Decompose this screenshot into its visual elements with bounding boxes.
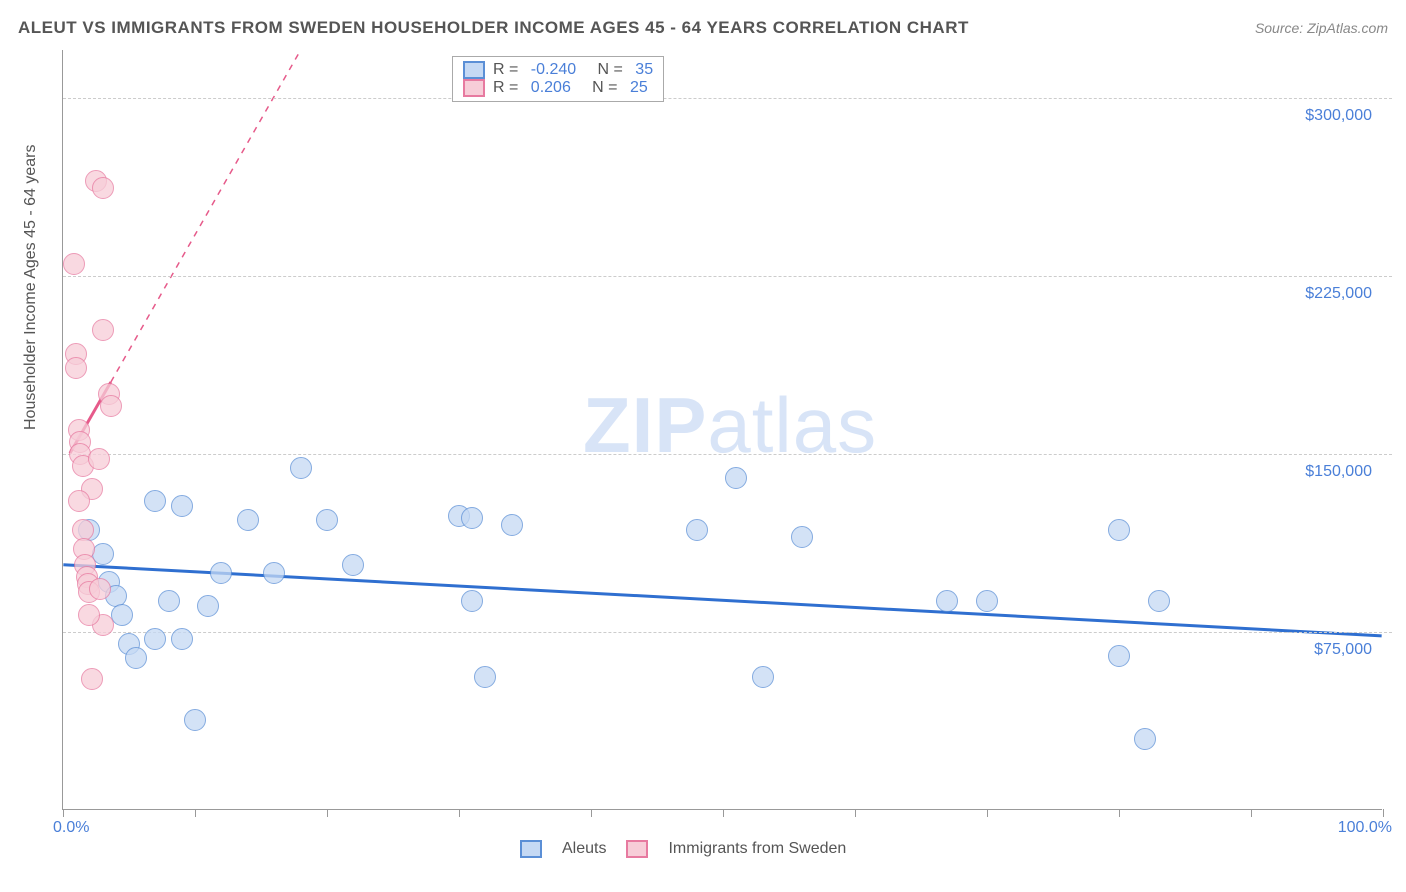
data-point-sweden bbox=[78, 604, 100, 626]
data-point-aleuts bbox=[316, 509, 338, 531]
data-point-sweden bbox=[89, 578, 111, 600]
legend-n-label: N = bbox=[579, 79, 622, 97]
data-point-sweden bbox=[92, 319, 114, 341]
x-tick bbox=[459, 809, 460, 817]
data-point-aleuts bbox=[1108, 519, 1130, 541]
data-point-sweden bbox=[92, 177, 114, 199]
watermark-light: atlas bbox=[707, 381, 877, 469]
chart-title: ALEUT VS IMMIGRANTS FROM SWEDEN HOUSEHOL… bbox=[18, 18, 969, 38]
x-tick bbox=[195, 809, 196, 817]
data-point-aleuts bbox=[686, 519, 708, 541]
x-tick bbox=[1119, 809, 1120, 817]
x-tick bbox=[63, 809, 64, 817]
data-point-aleuts bbox=[263, 562, 285, 584]
data-point-aleuts bbox=[791, 526, 813, 548]
x-tick bbox=[1383, 809, 1384, 817]
x-tick bbox=[723, 809, 724, 817]
data-point-aleuts bbox=[936, 590, 958, 612]
data-point-aleuts bbox=[1108, 645, 1130, 667]
y-tick-label: $225,000 bbox=[1305, 285, 1372, 303]
data-point-sweden bbox=[68, 490, 90, 512]
trend-line bbox=[63, 565, 1381, 636]
trend-lines-layer bbox=[63, 50, 1382, 809]
data-point-aleuts bbox=[976, 590, 998, 612]
plot-area: ZIPatlas $75,000 $150,000 $225,000 $300,000… bbox=[62, 50, 1382, 810]
gridline-h bbox=[63, 632, 1392, 633]
data-point-sweden bbox=[65, 357, 87, 379]
data-point-aleuts bbox=[158, 590, 180, 612]
data-point-aleuts bbox=[184, 709, 206, 731]
source-name: ZipAtlas.com bbox=[1307, 20, 1388, 36]
legend-n-value: 35 bbox=[635, 61, 653, 79]
data-point-aleuts bbox=[111, 604, 133, 626]
data-point-aleuts bbox=[125, 647, 147, 669]
legend-r-value: -0.240 bbox=[531, 61, 576, 79]
data-point-aleuts bbox=[144, 490, 166, 512]
source-prefix: Source: bbox=[1255, 20, 1307, 36]
legend-n-value: 25 bbox=[630, 79, 648, 97]
legend-swatch-icon bbox=[626, 840, 648, 858]
legend-r-label: R = bbox=[493, 61, 523, 79]
legend-n-label: N = bbox=[584, 61, 627, 79]
data-point-sweden bbox=[100, 395, 122, 417]
data-point-sweden bbox=[63, 253, 85, 275]
data-point-aleuts bbox=[474, 666, 496, 688]
x-tick bbox=[591, 809, 592, 817]
data-point-aleuts bbox=[342, 554, 364, 576]
data-point-aleuts bbox=[290, 457, 312, 479]
chart-header: ALEUT VS IMMIGRANTS FROM SWEDEN HOUSEHOL… bbox=[18, 18, 1388, 38]
gridline-h bbox=[63, 454, 1392, 455]
x-tick bbox=[987, 809, 988, 817]
data-point-aleuts bbox=[171, 628, 193, 650]
series-legend: Aleuts Immigrants from Sweden bbox=[520, 840, 846, 858]
gridline-h bbox=[63, 98, 1392, 99]
data-point-aleuts bbox=[461, 507, 483, 529]
x-tick bbox=[327, 809, 328, 817]
legend-swatch-icon bbox=[463, 79, 485, 97]
legend-r-label: R = bbox=[493, 79, 523, 97]
data-point-aleuts bbox=[171, 495, 193, 517]
data-point-sweden bbox=[81, 668, 103, 690]
data-point-aleuts bbox=[197, 595, 219, 617]
data-point-aleuts bbox=[725, 467, 747, 489]
data-point-aleuts bbox=[752, 666, 774, 688]
correlation-legend-row-aleuts: R = -0.240 N = 35 bbox=[463, 61, 653, 79]
data-point-aleuts bbox=[501, 514, 523, 536]
data-point-aleuts bbox=[144, 628, 166, 650]
x-tick bbox=[1251, 809, 1252, 817]
y-tick-label: $150,000 bbox=[1305, 463, 1372, 481]
x-tick bbox=[855, 809, 856, 817]
legend-r-value: 0.206 bbox=[531, 79, 571, 97]
data-point-aleuts bbox=[1134, 728, 1156, 750]
y-axis-title: Householder Income Ages 45 - 64 years bbox=[22, 145, 40, 431]
legend-series-label-aleuts: Aleuts bbox=[562, 840, 606, 858]
legend-swatch-icon bbox=[520, 840, 542, 858]
x-axis-min-label: 0.0% bbox=[53, 819, 89, 837]
data-point-aleuts bbox=[210, 562, 232, 584]
watermark: ZIPatlas bbox=[583, 380, 877, 471]
data-point-aleuts bbox=[1148, 590, 1170, 612]
x-axis-max-label: 100.0% bbox=[1338, 819, 1392, 837]
trend-line bbox=[111, 50, 301, 382]
legend-swatch-icon bbox=[463, 61, 485, 79]
gridline-h bbox=[63, 276, 1392, 277]
correlation-legend-row-sweden: R = 0.206 N = 25 bbox=[463, 79, 653, 97]
watermark-bold: ZIP bbox=[583, 381, 707, 469]
legend-series-label-sweden: Immigrants from Sweden bbox=[668, 840, 846, 858]
data-point-aleuts bbox=[237, 509, 259, 531]
data-point-aleuts bbox=[461, 590, 483, 612]
data-point-sweden bbox=[88, 448, 110, 470]
y-tick-label: $300,000 bbox=[1305, 107, 1372, 125]
correlation-legend: R = -0.240 N = 35R = 0.206 N = 25 bbox=[452, 56, 664, 102]
y-tick-label: $75,000 bbox=[1314, 641, 1372, 659]
source-attribution: Source: ZipAtlas.com bbox=[1255, 20, 1388, 36]
